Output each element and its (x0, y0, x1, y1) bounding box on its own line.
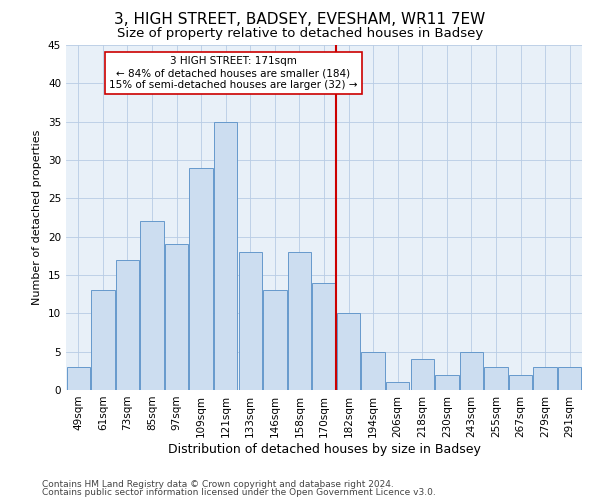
Bar (337, 314, 360, 390)
Text: Contains HM Land Registry data © Crown copyright and database right 2024.: Contains HM Land Registry data © Crown c… (42, 480, 394, 489)
Bar (558, 367, 581, 390)
Bar (190, 168, 213, 390)
Bar (263, 290, 287, 390)
Bar (67, 367, 90, 390)
Text: 3, HIGH STREET, BADSEY, EVESHAM, WR11 7EW: 3, HIGH STREET, BADSEY, EVESHAM, WR11 7E… (115, 12, 485, 28)
Bar (460, 352, 483, 390)
Bar (288, 252, 311, 390)
Text: Size of property relative to detached houses in Badsey: Size of property relative to detached ho… (117, 28, 483, 40)
Bar (484, 367, 508, 390)
Bar (410, 360, 434, 390)
Bar (91, 290, 115, 390)
Text: Contains public sector information licensed under the Open Government Licence v3: Contains public sector information licen… (42, 488, 436, 497)
Bar (313, 282, 335, 390)
Bar (239, 252, 262, 390)
Bar (435, 374, 458, 390)
Bar (386, 382, 409, 390)
X-axis label: Distribution of detached houses by size in Badsey: Distribution of detached houses by size … (167, 442, 481, 456)
Text: 3 HIGH STREET: 171sqm
← 84% of detached houses are smaller (184)
15% of semi-det: 3 HIGH STREET: 171sqm ← 84% of detached … (109, 56, 358, 90)
Bar (361, 352, 385, 390)
Bar (140, 222, 164, 390)
Bar (116, 260, 139, 390)
Bar (165, 244, 188, 390)
Bar (509, 374, 532, 390)
Bar (214, 122, 238, 390)
Bar (533, 367, 557, 390)
Y-axis label: Number of detached properties: Number of detached properties (32, 130, 43, 305)
